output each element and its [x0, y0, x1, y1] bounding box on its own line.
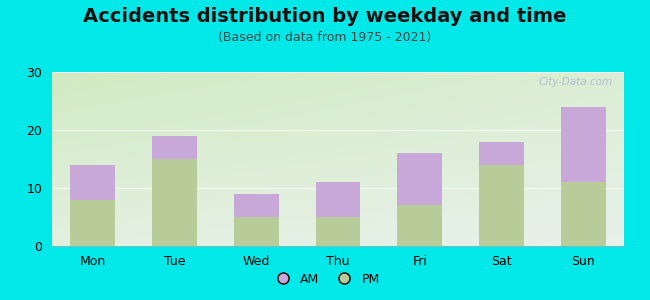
Text: Accidents distribution by weekday and time: Accidents distribution by weekday and ti…	[83, 8, 567, 26]
Bar	[315, 217, 361, 246]
Bar	[397, 153, 442, 206]
Legend: AM, PM: AM, PM	[265, 268, 385, 291]
Bar	[152, 136, 197, 159]
Bar	[234, 194, 279, 217]
Text: (Based on data from 1975 - 2021): (Based on data from 1975 - 2021)	[218, 32, 432, 44]
Bar	[479, 142, 524, 165]
Bar	[561, 107, 606, 182]
Bar	[479, 165, 524, 246]
Bar	[152, 159, 197, 246]
Text: City-Data.com: City-Data.com	[538, 77, 612, 87]
Bar	[70, 200, 115, 246]
Bar	[397, 206, 442, 246]
Bar	[70, 165, 115, 200]
Bar	[561, 182, 606, 246]
Bar	[234, 217, 279, 246]
Bar	[315, 182, 361, 217]
